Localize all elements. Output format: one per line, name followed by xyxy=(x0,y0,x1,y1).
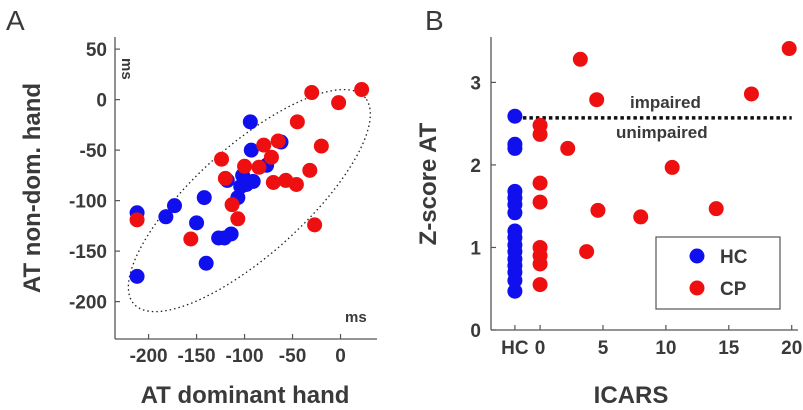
point-hc xyxy=(167,198,183,214)
point-hc xyxy=(196,190,212,206)
point-cp xyxy=(532,194,548,210)
legend-cp-marker xyxy=(689,280,705,296)
x-tick-label: 10 xyxy=(655,338,676,359)
point-hc xyxy=(223,226,239,242)
panel-b-points xyxy=(507,41,797,299)
panel-b-xlabel: ICARS xyxy=(594,382,669,409)
x-tick-label: -150 xyxy=(178,346,216,367)
y-tick-label: 3 xyxy=(470,73,481,94)
point-cp xyxy=(230,211,246,227)
panel-a-points xyxy=(129,82,370,284)
point-hc xyxy=(243,142,259,158)
point-cp xyxy=(532,175,548,191)
point-cp xyxy=(781,41,797,57)
point-cp xyxy=(214,151,230,167)
legend-hc-marker xyxy=(689,248,705,264)
x-tick-label: 5 xyxy=(598,338,609,359)
point-cp xyxy=(237,158,253,174)
point-hc xyxy=(507,140,523,156)
point-hc xyxy=(242,114,258,130)
y-tick-label: 1 xyxy=(470,238,481,259)
x-tick-label: 0 xyxy=(335,346,346,367)
point-cp xyxy=(532,256,548,272)
point-hc xyxy=(245,173,261,189)
panel-a-x-unit: ms xyxy=(345,309,367,326)
point-hc xyxy=(507,205,523,221)
point-hc xyxy=(158,209,174,225)
point-cp xyxy=(708,201,724,217)
impaired-label: impaired xyxy=(630,93,701,112)
panel-a-xlabel: AT dominant hand xyxy=(141,382,350,409)
legend-cp-label: CP xyxy=(720,279,747,300)
y-tick-label: -50 xyxy=(80,141,107,162)
point-cp xyxy=(183,231,199,247)
legend-hc-label: HC xyxy=(720,247,748,268)
point-cp xyxy=(589,92,605,108)
y-tick-label: -100 xyxy=(69,192,107,213)
panel-b-plot: HC 0 5 10 15 20 0 1 2 3 xyxy=(470,37,802,359)
point-hc xyxy=(507,283,523,299)
unimpaired-label: unimpaired xyxy=(616,123,708,142)
panel-b-ticks: HC 0 5 10 15 20 0 1 2 3 xyxy=(470,73,802,359)
y-tick-label: 2 xyxy=(470,156,481,177)
point-cp xyxy=(217,170,233,186)
point-cp xyxy=(664,159,680,175)
y-tick-label: 0 xyxy=(96,91,107,112)
y-tick-label: -150 xyxy=(69,242,107,263)
y-tick-label: -200 xyxy=(69,293,107,314)
point-cp xyxy=(532,277,548,293)
point-cp xyxy=(354,82,370,98)
point-hc xyxy=(507,108,523,124)
point-hc xyxy=(189,215,205,231)
panel-a-ticks: -200 -150 -100 -50 0 50 0 -50 -100 -150 -200 xyxy=(69,40,346,367)
point-cp xyxy=(270,133,286,149)
point-cp xyxy=(263,149,279,165)
x-tick-label: -200 xyxy=(130,346,168,367)
point-cp xyxy=(288,176,304,192)
x-tick-label: -50 xyxy=(279,346,306,367)
point-cp xyxy=(265,174,281,190)
point-cp xyxy=(224,197,240,213)
x-tick-label: 0 xyxy=(535,338,546,359)
x-tick-label: HC xyxy=(501,338,529,359)
point-cp xyxy=(129,212,145,228)
point-hc xyxy=(507,272,523,288)
point-cp xyxy=(579,244,595,260)
point-cp xyxy=(633,209,649,225)
legend-box xyxy=(655,236,781,310)
panel-b-ylabel: Z-score AT xyxy=(415,122,442,245)
point-cp xyxy=(560,140,576,156)
panel-a-letter: A xyxy=(6,5,25,36)
point-cp xyxy=(743,86,759,102)
y-tick-label: 50 xyxy=(86,40,107,61)
panel-b-letter: B xyxy=(425,5,444,36)
point-cp xyxy=(572,51,588,67)
point-cp xyxy=(590,202,606,218)
point-cp xyxy=(256,137,272,153)
panel-a-plot: -200 -150 -100 -50 0 50 0 -50 -100 -150 -200 xyxy=(69,37,377,367)
x-tick-label: 20 xyxy=(781,338,802,359)
y-tick-label: 0 xyxy=(470,321,481,342)
panel-a-ylabel: AT non-dom. hand xyxy=(19,83,46,293)
panel-b-legend: HC CP xyxy=(655,236,781,310)
point-cp xyxy=(532,126,548,142)
point-hc xyxy=(198,255,214,271)
panel-a-y-unit: ms xyxy=(118,58,135,80)
point-cp xyxy=(313,138,329,154)
point-cp xyxy=(307,217,323,233)
point-cp xyxy=(251,159,267,175)
x-tick-label: 15 xyxy=(718,338,740,359)
point-cp xyxy=(304,85,320,101)
point-cp xyxy=(302,162,318,178)
point-cp xyxy=(289,114,305,130)
point-hc xyxy=(129,268,145,284)
point-cp xyxy=(331,95,347,111)
x-tick-label: -100 xyxy=(226,346,264,367)
